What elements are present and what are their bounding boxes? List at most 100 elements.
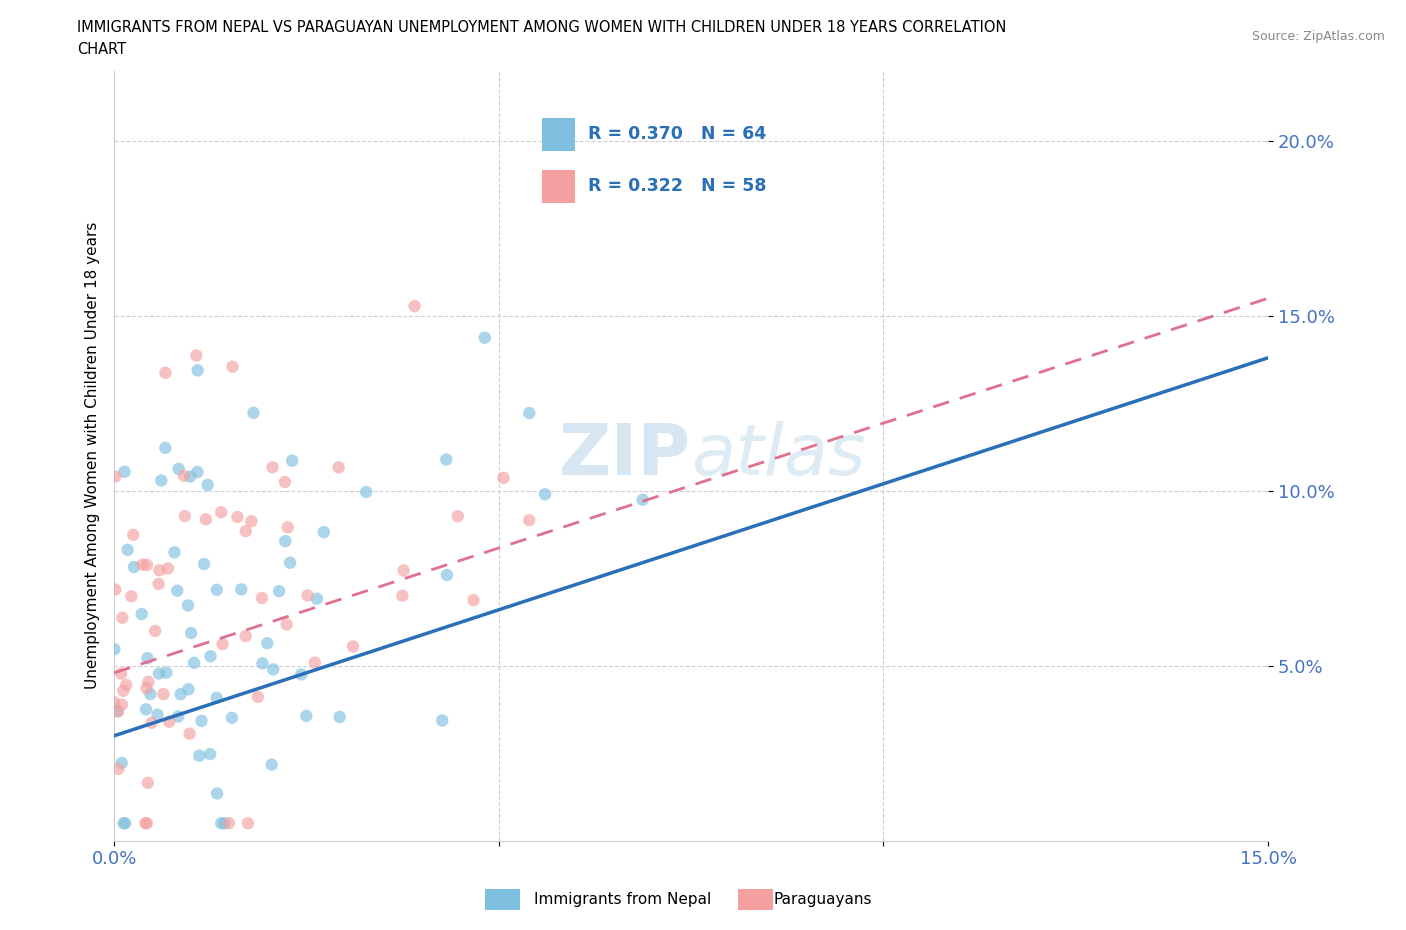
Point (115, 677, 138, 692)
Point (392, 563, 415, 578)
Point (177, 682, 200, 697)
Point (107, 704, 129, 719)
Point (534, 486, 557, 501)
Point (214, 816, 236, 830)
Point (194, 512, 217, 526)
Text: ZIP: ZIP (558, 421, 692, 490)
Point (152, 686, 174, 701)
Point (281, 453, 304, 468)
Point (117, 542, 139, 557)
Point (148, 563, 170, 578)
Point (221, 359, 243, 374)
Text: Paraguayans: Paraguayans (773, 892, 872, 907)
Point (240, 513, 263, 528)
Point (104, 582, 127, 597)
Point (157, 714, 180, 729)
Point (447, 509, 470, 524)
Point (134, 816, 156, 830)
Point (177, 598, 200, 613)
Point (205, 690, 228, 705)
Point (312, 525, 335, 539)
Point (155, 365, 177, 380)
Point (155, 665, 177, 680)
Point (155, 441, 177, 456)
Point (252, 656, 274, 671)
Point (167, 461, 190, 476)
Point (209, 505, 232, 520)
Point (274, 534, 297, 549)
Point (135, 816, 157, 830)
Point (262, 459, 284, 474)
Point (517, 405, 540, 420)
Point (179, 469, 201, 484)
Point (188, 749, 211, 764)
Point (104, 470, 127, 485)
Point (278, 555, 301, 570)
Point (138, 674, 160, 689)
Text: Source: ZipAtlas.com: Source: ZipAtlas.com (1251, 30, 1385, 43)
Point (404, 299, 426, 313)
Point (107, 703, 129, 718)
Point (211, 637, 233, 652)
Point (111, 698, 134, 712)
Point (110, 666, 132, 681)
Point (183, 656, 205, 671)
Point (250, 591, 273, 605)
Point (173, 509, 195, 524)
Point (141, 715, 163, 730)
Point (304, 656, 326, 671)
Point (103, 642, 125, 657)
Point (354, 485, 377, 499)
Point (187, 363, 209, 378)
Point (200, 649, 222, 664)
Point (186, 464, 208, 479)
Text: CHART: CHART (77, 42, 127, 57)
Point (492, 471, 515, 485)
Point (157, 561, 180, 576)
Point (269, 584, 291, 599)
Point (328, 460, 350, 475)
Point (169, 686, 191, 701)
Point (329, 710, 352, 724)
Point (226, 510, 249, 525)
Point (146, 707, 169, 722)
Point (474, 330, 496, 345)
Point (242, 405, 264, 420)
Point (235, 629, 257, 644)
Point (114, 816, 136, 830)
Point (256, 636, 278, 651)
Point (179, 726, 201, 741)
Point (180, 626, 202, 641)
Point (197, 477, 219, 492)
Point (163, 545, 186, 560)
Point (290, 667, 312, 682)
Point (463, 592, 485, 607)
Point (135, 702, 157, 717)
Text: Immigrants from Nepal: Immigrants from Nepal (534, 892, 711, 907)
Text: IMMIGRANTS FROM NEPAL VS PARAGUAYAN UNEMPLOYMENT AMONG WOMEN WITH CHILDREN UNDER: IMMIGRANTS FROM NEPAL VS PARAGUAYAN UNEM… (77, 20, 1007, 35)
Point (112, 816, 135, 830)
Point (262, 662, 284, 677)
Point (246, 689, 269, 704)
Point (218, 816, 240, 830)
Point (198, 747, 221, 762)
Point (143, 623, 166, 638)
Point (297, 588, 319, 603)
Point (136, 651, 159, 666)
Point (148, 577, 170, 591)
Point (135, 681, 157, 696)
Point (148, 666, 170, 681)
Point (193, 557, 215, 572)
Point (114, 464, 136, 479)
Point (295, 709, 318, 724)
Point (150, 473, 173, 488)
Point (631, 492, 654, 507)
Point (391, 589, 413, 604)
Point (432, 713, 454, 728)
Point (235, 524, 257, 538)
Point (205, 582, 228, 597)
Point (436, 567, 458, 582)
Point (517, 512, 540, 527)
Point (434, 452, 457, 467)
Point (260, 757, 283, 772)
